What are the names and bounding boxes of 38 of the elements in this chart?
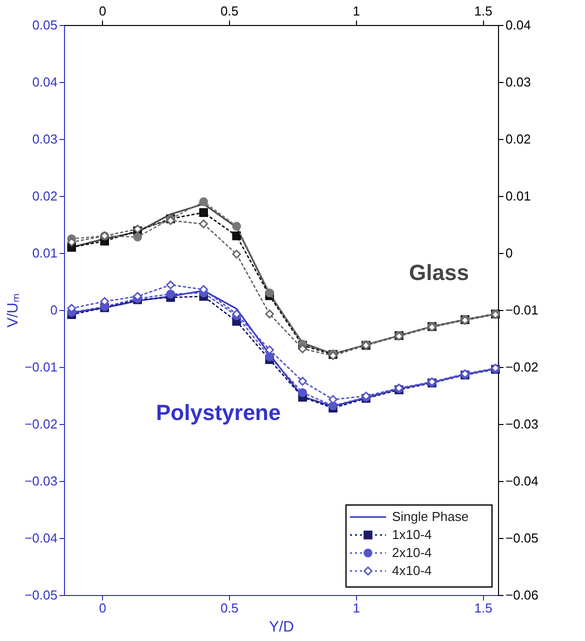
annotation: Polystyrene (156, 400, 281, 425)
y-tick-label: −0.02 (24, 416, 58, 432)
legend-label: 1x10-4 (392, 527, 432, 542)
y-tick-label: 0.01 (32, 246, 58, 260)
x2-tick-label: 0.5 (220, 4, 239, 18)
x-tick-label: 1.5 (474, 600, 492, 616)
x2-tick-label: 1 (352, 4, 360, 18)
x-tick-label: 0 (98, 600, 106, 616)
y-tick-label: −0.05 (24, 588, 58, 602)
y-tick-label: −0.04 (24, 530, 58, 546)
y2-tick-label: 0.02 (506, 132, 531, 146)
y-tick-label: 0.04 (32, 74, 58, 90)
y2-tick-label: −0.03 (506, 416, 538, 432)
y-tick-label: −0.03 (24, 474, 58, 488)
y-tick-label: −0.01 (24, 360, 58, 374)
y2-tick-label: −0.05 (506, 530, 538, 546)
y2-tick-label: 0.03 (506, 74, 531, 90)
y2-tick-label: 0.04 (506, 18, 531, 32)
y-axis-title: V/Uₘ (4, 293, 22, 328)
x2-tick-label: 1.5 (474, 4, 492, 18)
y-tick-label: 0 (50, 302, 58, 318)
y2-tick-label: −0.06 (506, 588, 538, 602)
y2-tick-label: −0.04 (506, 474, 538, 488)
y2-tick-label: 0.01 (506, 188, 531, 204)
y-tick-label: 0.03 (32, 132, 58, 146)
y-tick-label: 0.02 (32, 188, 58, 204)
legend-label: 2x10-4 (392, 545, 432, 560)
annotation: Glass (409, 260, 469, 285)
x-tick-label: 0.5 (220, 600, 239, 616)
x-axis-title: Y/D (268, 618, 294, 636)
y2-tick-label: −0.02 (506, 360, 538, 374)
y2-tick-label: 0 (506, 246, 513, 260)
x-tick-label: 1 (352, 600, 360, 616)
y-tick-label: 0.05 (32, 18, 58, 32)
legend-label: 4x10-4 (392, 563, 432, 578)
x2-tick-label: 0 (98, 4, 106, 18)
legend-label: Single Phase (392, 509, 469, 524)
y2-tick-label: −0.01 (506, 302, 538, 318)
